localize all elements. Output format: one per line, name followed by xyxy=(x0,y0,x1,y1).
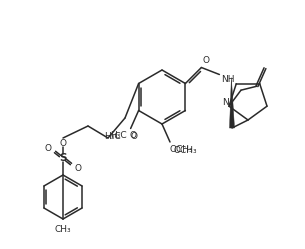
Text: N: N xyxy=(223,98,229,107)
Text: H₃C: H₃C xyxy=(110,131,127,140)
Text: S: S xyxy=(59,153,67,163)
Text: O: O xyxy=(45,143,52,152)
Text: O: O xyxy=(131,132,138,141)
Text: OCH₃: OCH₃ xyxy=(174,145,198,154)
Text: CH₃: CH₃ xyxy=(55,225,71,234)
Text: O: O xyxy=(59,138,66,147)
Text: NH: NH xyxy=(221,75,234,84)
Text: O: O xyxy=(203,56,210,65)
Text: O: O xyxy=(74,164,81,173)
Text: OCH₃: OCH₃ xyxy=(170,144,194,153)
Text: H₃C: H₃C xyxy=(104,132,120,141)
Text: O: O xyxy=(129,131,136,140)
Polygon shape xyxy=(229,77,235,128)
